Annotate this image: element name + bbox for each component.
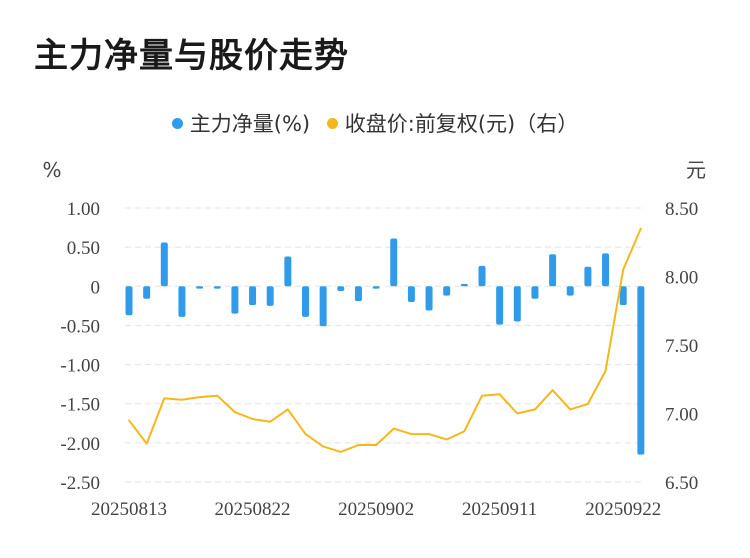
close-price-point: [604, 370, 607, 372]
bar: [337, 286, 345, 291]
bar: [284, 256, 292, 287]
legend-item-close-price[interactable]: 收盘价:前复权(元)（右）: [326, 108, 579, 138]
close-price-point: [551, 389, 554, 392]
close-price-point: [339, 450, 342, 453]
close-price-point: [639, 227, 642, 230]
close-price-point: [286, 408, 289, 411]
legend-item-net-volume[interactable]: 主力净量(%): [171, 108, 311, 138]
bar: [160, 242, 168, 287]
legend-dot-net-volume: [171, 117, 183, 129]
close-price-point: [587, 403, 589, 405]
close-price-line: [128, 228, 642, 453]
close-price-point: [234, 411, 236, 414]
close-price-point: [375, 444, 377, 446]
y-right-tick-label: 7.00: [665, 405, 698, 426]
bar: [125, 286, 133, 316]
y-left-tick-label: -0.50: [60, 316, 100, 337]
y-right-tick-label: 8.00: [665, 268, 698, 289]
close-price-point: [322, 445, 325, 448]
y-left-tick-label: 0.50: [67, 238, 100, 259]
close-price-point: [216, 394, 219, 397]
y-left-tick-label: -2.00: [60, 434, 100, 455]
bar: [496, 286, 504, 325]
legend-dot-close-price: [326, 117, 338, 129]
bar: [143, 286, 151, 299]
bar: [584, 266, 592, 287]
bar: [619, 286, 627, 306]
bar: [478, 265, 486, 287]
close-price-point: [198, 396, 201, 398]
bar: [425, 286, 433, 311]
legend: 主力净量(%) 收盘价:前复权(元)（右）: [0, 108, 750, 138]
bar: [302, 286, 309, 317]
close-price-point: [445, 438, 448, 441]
close-price-point: [463, 430, 466, 433]
bar: [566, 286, 574, 296]
close-price-point: [516, 412, 519, 415]
bar: [390, 238, 398, 287]
bar: [637, 286, 645, 455]
chart-title: 主力净量与股价走势: [34, 36, 349, 76]
bar: [372, 286, 380, 289]
close-price-point: [163, 397, 166, 400]
y-left-tick-label: 1.00: [67, 199, 100, 220]
bar: [602, 253, 610, 287]
bar: [443, 286, 451, 296]
bar: [549, 254, 557, 287]
y-right-tick-label: 7.50: [665, 336, 698, 357]
bar: [266, 286, 274, 306]
y-right-tick-label: 6.50: [665, 473, 698, 494]
bar: [407, 286, 415, 302]
close-price-point: [304, 433, 307, 435]
close-price-point: [481, 394, 483, 397]
bar: [231, 286, 239, 314]
close-price-point: [357, 444, 360, 446]
close-price-point: [145, 442, 148, 445]
bar: [354, 286, 362, 302]
close-price-point: [534, 408, 536, 411]
bar: [249, 286, 257, 306]
close-price-point: [392, 427, 395, 430]
bar: [319, 286, 327, 327]
x-tick-label: 20250822: [215, 499, 291, 520]
close-price-point: [622, 268, 625, 271]
x-tick-label: 20250902: [338, 499, 414, 520]
legend-label-net-volume: 主力净量(%): [189, 112, 311, 136]
y-left-tick-label: -1.50: [60, 395, 100, 416]
close-price-point: [128, 419, 130, 422]
y-right-unit: 元: [686, 158, 706, 182]
close-price-point: [181, 398, 183, 401]
bar: [178, 286, 186, 317]
close-price-point: [569, 408, 572, 411]
bar: [460, 283, 468, 287]
legend-label-close-price: 收盘价:前复权(元)（右）: [344, 112, 579, 136]
close-price-point: [251, 418, 254, 420]
x-tick-label: 20250813: [91, 499, 167, 520]
bar: [196, 286, 204, 289]
bar: [531, 286, 539, 299]
x-tick-label: 20250911: [462, 499, 537, 520]
close-price-point: [498, 393, 501, 396]
y-left-tick-label: -1.00: [60, 356, 100, 377]
bar: [213, 286, 221, 289]
y-left-tick-label: -2.50: [60, 473, 100, 494]
close-price-point: [428, 433, 430, 435]
y-right-tick-label: 8.50: [665, 199, 698, 220]
x-tick-label: 20250922: [585, 499, 661, 520]
y-left-unit: %: [42, 158, 61, 182]
bar: [513, 286, 521, 322]
close-price-point: [269, 420, 272, 423]
close-price-point: [410, 433, 413, 435]
y-left-tick-label: 0: [91, 277, 101, 298]
